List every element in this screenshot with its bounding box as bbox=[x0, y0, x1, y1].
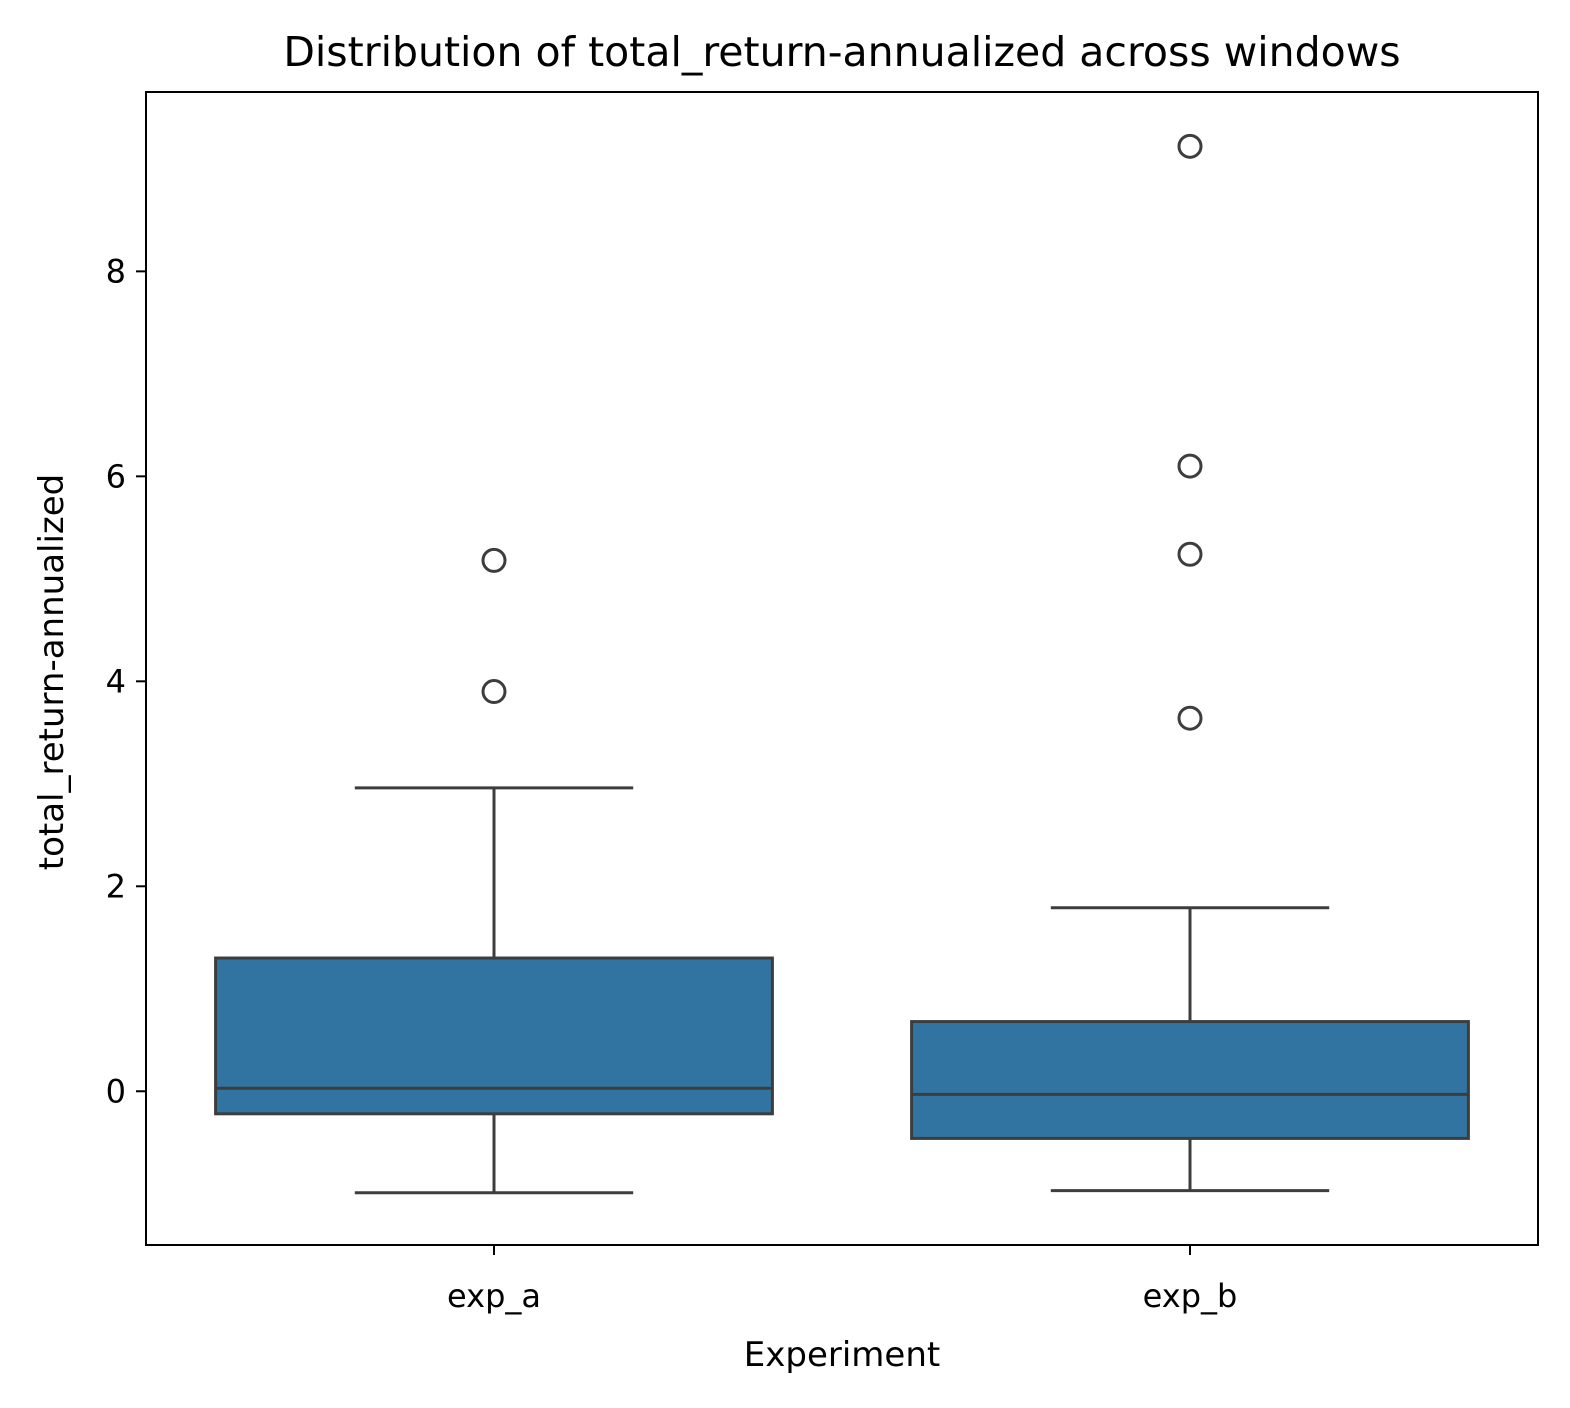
box-exp-b bbox=[910, 1020, 1470, 1140]
outlier-point-exp-a bbox=[481, 679, 507, 705]
y-tick-label: 4 bbox=[106, 662, 126, 700]
box-exp-a bbox=[214, 956, 774, 1116]
y-tick-label: 0 bbox=[106, 1072, 126, 1110]
y-axis-label: total_return-annualized bbox=[32, 474, 72, 871]
outlier-point-exp-b bbox=[1177, 705, 1203, 731]
outlier-point-exp-b bbox=[1177, 133, 1203, 159]
chart-title: Distribution of total_return-annualized … bbox=[283, 28, 1400, 76]
plot-frame bbox=[145, 91, 1539, 1246]
y-tick-label: 8 bbox=[106, 252, 126, 290]
x-axis-label: Experiment bbox=[744, 1335, 940, 1375]
plot-area: 0 2 4 6 8 exp_a exp_b bbox=[106, 91, 1539, 1315]
outlier-point-exp-b bbox=[1177, 541, 1203, 567]
outlier-point-exp-a bbox=[481, 547, 507, 573]
x-tick-label: exp_b bbox=[1143, 1277, 1238, 1315]
y-tick-label: 2 bbox=[106, 867, 126, 905]
y-tick-label: 6 bbox=[106, 457, 126, 495]
x-tick-label: exp_a bbox=[447, 1277, 541, 1315]
outlier-point-exp-b bbox=[1177, 453, 1203, 479]
